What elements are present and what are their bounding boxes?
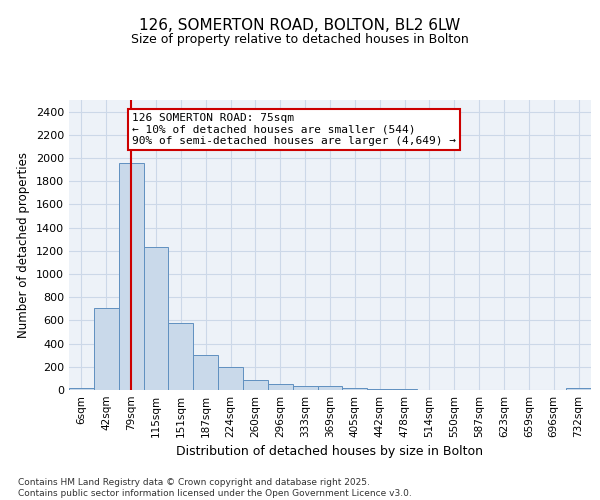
Bar — [169, 322, 193, 390]
Bar — [143, 248, 169, 390]
Bar — [218, 368, 243, 390]
Bar — [343, 388, 367, 390]
Bar — [94, 308, 119, 390]
Y-axis label: Number of detached properties: Number of detached properties — [17, 152, 31, 338]
Bar — [268, 384, 293, 390]
Bar — [293, 386, 317, 390]
Text: 126, SOMERTON ROAD, BOLTON, BL2 6LW: 126, SOMERTON ROAD, BOLTON, BL2 6LW — [139, 18, 461, 32]
Bar — [367, 389, 392, 390]
Text: Size of property relative to detached houses in Bolton: Size of property relative to detached ho… — [131, 32, 469, 46]
Bar — [193, 354, 218, 390]
Bar — [566, 388, 591, 390]
Text: 126 SOMERTON ROAD: 75sqm
← 10% of detached houses are smaller (544)
90% of semi-: 126 SOMERTON ROAD: 75sqm ← 10% of detach… — [133, 113, 457, 146]
X-axis label: Distribution of detached houses by size in Bolton: Distribution of detached houses by size … — [176, 446, 484, 458]
Bar — [317, 386, 343, 390]
Bar — [69, 388, 94, 390]
Bar — [119, 162, 143, 390]
Bar — [243, 380, 268, 390]
Text: Contains HM Land Registry data © Crown copyright and database right 2025.
Contai: Contains HM Land Registry data © Crown c… — [18, 478, 412, 498]
